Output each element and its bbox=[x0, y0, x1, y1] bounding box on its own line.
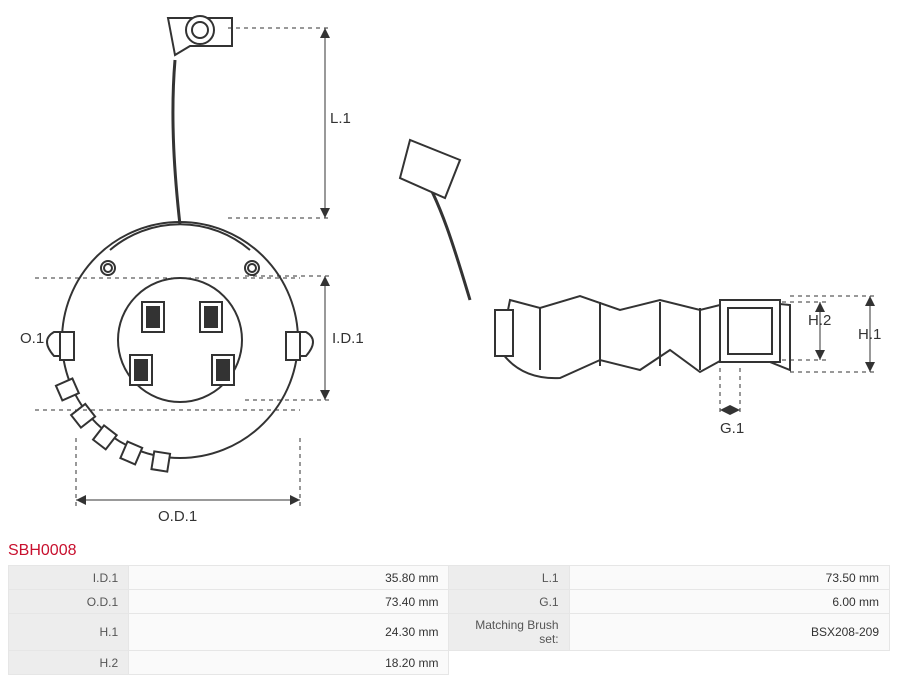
table-row: O.D.173.40 mmG.16.00 mm bbox=[9, 590, 890, 614]
part-number: SBH0008 bbox=[8, 542, 77, 560]
spec-table: I.D.135.80 mmL.173.50 mmO.D.173.40 mmG.1… bbox=[8, 565, 890, 675]
dim-label-l1: L.1 bbox=[330, 110, 351, 127]
spec-value: BSX208-209 bbox=[569, 614, 889, 651]
spec-value: 18.20 mm bbox=[129, 651, 449, 675]
dim-label-od1: O.D.1 bbox=[158, 508, 197, 525]
spec-value: 73.40 mm bbox=[129, 590, 449, 614]
dim-label-h1: H.1 bbox=[858, 326, 881, 343]
spec-value: 24.30 mm bbox=[129, 614, 449, 651]
table-row: H.218.20 mm bbox=[9, 651, 890, 675]
dim-label-h2: H.2 bbox=[808, 312, 831, 329]
table-row: H.124.30 mmMatching Brush set:BSX208-209 bbox=[9, 614, 890, 651]
spec-label: O.D.1 bbox=[9, 590, 129, 614]
dim-label-o1: O.1 bbox=[20, 330, 44, 347]
table-row: I.D.135.80 mmL.173.50 mm bbox=[9, 566, 890, 590]
dim-label-g1: G.1 bbox=[720, 420, 744, 437]
spec-label: L.1 bbox=[449, 566, 569, 590]
spec-label: H.1 bbox=[9, 614, 129, 651]
spec-value: 35.80 mm bbox=[129, 566, 449, 590]
spec-label bbox=[449, 651, 569, 675]
dim-label-id1: I.D.1 bbox=[332, 330, 364, 347]
spec-label: H.2 bbox=[9, 651, 129, 675]
spec-label: Matching Brush set: bbox=[449, 614, 569, 651]
spec-label: G.1 bbox=[449, 590, 569, 614]
spec-value: 6.00 mm bbox=[569, 590, 889, 614]
spec-value: 73.50 mm bbox=[569, 566, 889, 590]
spec-value bbox=[569, 651, 889, 675]
spec-label: I.D.1 bbox=[9, 566, 129, 590]
technical-diagram: L.1 I.D.1 O.1 O.D.1 H.1 H.2 G.1 bbox=[0, 0, 897, 540]
